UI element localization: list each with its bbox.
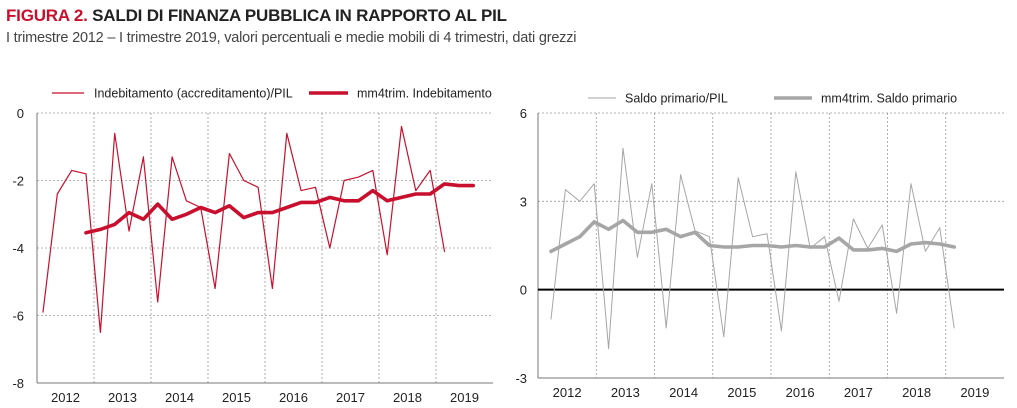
x-tick-label: 2019 bbox=[960, 385, 989, 400]
x-tick-label: 2013 bbox=[108, 390, 137, 405]
y-tick-label: 0 bbox=[520, 283, 527, 298]
series-line-quarterly bbox=[42, 125, 446, 333]
figure-title: FIGURA 2. SALDI DI FINANZA PUBBLICA IN R… bbox=[6, 6, 507, 26]
x-tick-label: 2012 bbox=[51, 390, 80, 405]
figure-title-text: SALDI DI FINANZA PUBBLICA IN RAPPORTO AL… bbox=[92, 6, 507, 25]
y-tick-label: -2 bbox=[12, 174, 24, 189]
y-tick-label: -8 bbox=[12, 376, 24, 391]
x-tick-label: 2016 bbox=[279, 390, 308, 405]
legend-label: mm4trim. Indebitamento bbox=[357, 87, 492, 101]
legend-label: Indebitamento (accreditamento)/PIL bbox=[94, 87, 293, 101]
series-line-moving-average bbox=[549, 218, 957, 254]
figure-label: FIGURA 2. bbox=[6, 6, 88, 25]
series-line-quarterly bbox=[550, 147, 955, 350]
y-tick-label: -6 bbox=[12, 309, 24, 324]
x-tick-label: 2014 bbox=[669, 385, 698, 400]
x-tick-label: 2017 bbox=[336, 390, 365, 405]
legend-label: Saldo primario/PIL bbox=[625, 92, 728, 106]
legend-label: mm4trim. Saldo primario bbox=[821, 92, 957, 106]
x-tick-label: 2016 bbox=[786, 385, 815, 400]
x-tick-label: 2018 bbox=[393, 390, 422, 405]
x-tick-label: 2013 bbox=[611, 385, 640, 400]
x-tick-label: 2014 bbox=[165, 390, 194, 405]
figure-subtitle: I trimestre 2012 – I trimestre 2019, val… bbox=[6, 30, 577, 46]
x-tick-label: 2015 bbox=[727, 385, 756, 400]
y-tick-label: -3 bbox=[515, 371, 527, 386]
y-tick-label: 6 bbox=[520, 106, 527, 121]
y-tick-label: 0 bbox=[17, 106, 24, 121]
y-tick-label: 3 bbox=[520, 194, 527, 209]
x-tick-label: 2019 bbox=[450, 390, 479, 405]
x-tick-label: 2018 bbox=[902, 385, 931, 400]
x-tick-label: 2012 bbox=[553, 385, 582, 400]
y-tick-label: -4 bbox=[12, 241, 24, 256]
x-tick-label: 2017 bbox=[844, 385, 873, 400]
x-tick-label: 2015 bbox=[222, 390, 251, 405]
series-line-moving-average bbox=[84, 182, 476, 235]
